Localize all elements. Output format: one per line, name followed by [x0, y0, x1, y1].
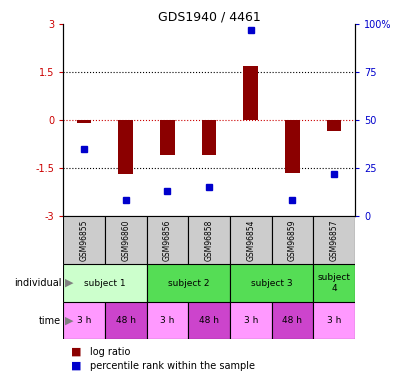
Text: individual: individual [14, 278, 61, 288]
Text: subject 2: subject 2 [168, 279, 209, 288]
Text: ■: ■ [71, 361, 82, 370]
Text: 48 h: 48 h [199, 316, 219, 325]
Bar [272, 302, 313, 339]
Text: GSM96860: GSM96860 [121, 219, 130, 261]
Bar [230, 216, 272, 264]
Text: GSM96857: GSM96857 [330, 219, 339, 261]
Text: GSM96856: GSM96856 [163, 219, 172, 261]
Text: 3 h: 3 h [327, 316, 341, 325]
Text: 48 h: 48 h [116, 316, 136, 325]
Bar [160, 120, 175, 155]
Bar [313, 302, 355, 339]
Bar [63, 302, 105, 339]
Bar [327, 120, 341, 131]
Bar [118, 120, 133, 174]
Bar [63, 264, 146, 302]
Text: 3 h: 3 h [160, 316, 175, 325]
Bar [230, 264, 313, 302]
Bar [313, 264, 355, 302]
Text: subject
4: subject 4 [317, 273, 350, 293]
Text: subject 3: subject 3 [251, 279, 293, 288]
Text: 3 h: 3 h [244, 316, 258, 325]
Bar [244, 66, 258, 120]
Text: GSM96858: GSM96858 [204, 219, 214, 261]
Bar [230, 302, 272, 339]
Bar [272, 216, 313, 264]
Text: ▶: ▶ [65, 316, 74, 326]
Bar [146, 302, 188, 339]
Text: ▶: ▶ [65, 278, 74, 288]
Bar [77, 120, 91, 123]
Text: time: time [39, 316, 61, 326]
Bar [105, 216, 146, 264]
Bar [285, 120, 300, 172]
Bar [188, 302, 230, 339]
Bar [146, 264, 230, 302]
Text: log ratio: log ratio [90, 347, 130, 357]
Text: ■: ■ [71, 347, 82, 357]
Bar [188, 216, 230, 264]
Bar [202, 120, 216, 155]
Bar [63, 216, 105, 264]
Bar [313, 216, 355, 264]
Bar [146, 216, 188, 264]
Text: GSM96859: GSM96859 [288, 219, 297, 261]
Text: GSM96855: GSM96855 [80, 219, 89, 261]
Text: 48 h: 48 h [282, 316, 302, 325]
Text: 3 h: 3 h [77, 316, 91, 325]
Text: GSM96854: GSM96854 [246, 219, 255, 261]
Bar [105, 302, 146, 339]
Text: percentile rank within the sample: percentile rank within the sample [90, 361, 255, 370]
Text: subject 1: subject 1 [84, 279, 126, 288]
Title: GDS1940 / 4461: GDS1940 / 4461 [158, 10, 260, 23]
